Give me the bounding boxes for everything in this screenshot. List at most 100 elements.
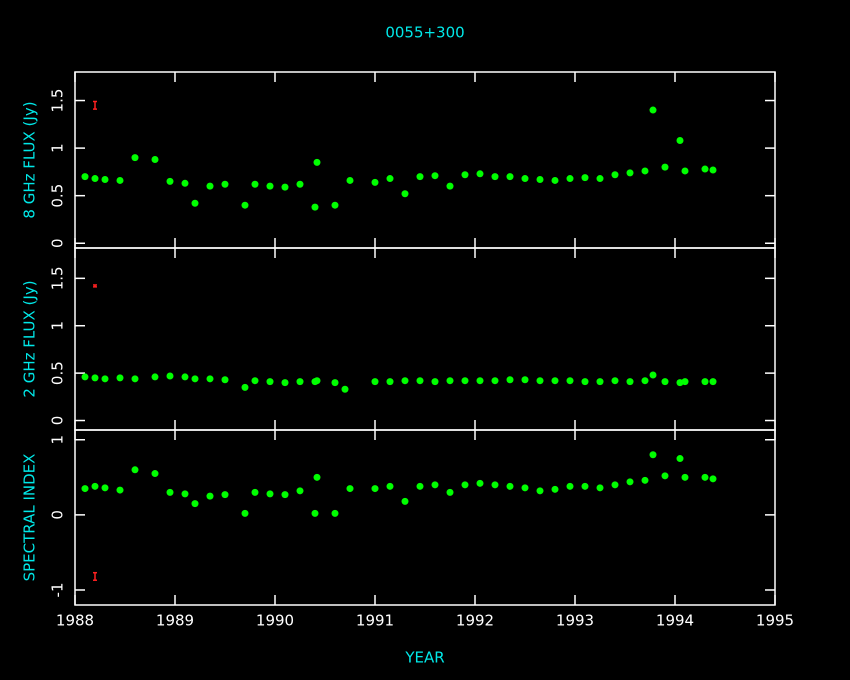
- data-point: [131, 375, 139, 383]
- data-point: [191, 199, 199, 207]
- y-axis-label: SPECTRAL INDEX: [21, 454, 39, 582]
- data-point: [681, 473, 689, 481]
- data-point: [649, 371, 657, 379]
- data-point: [506, 376, 514, 384]
- data-point: [676, 136, 684, 144]
- data-point: [461, 377, 469, 385]
- data-point: [701, 378, 709, 386]
- data-point: [151, 156, 159, 164]
- data-point: [491, 481, 499, 489]
- data-point: [181, 490, 189, 498]
- x-tick-label: 1994: [656, 612, 694, 630]
- data-point: [206, 182, 214, 190]
- data-point: [649, 451, 657, 459]
- x-tick-label: 1990: [256, 612, 294, 630]
- data-point: [709, 475, 717, 483]
- data-point: [401, 497, 409, 505]
- data-point: [416, 173, 424, 181]
- y-axis-label: 2 GHz FLUX (Jy): [21, 280, 39, 397]
- data-point: [81, 173, 89, 181]
- data-point: [101, 375, 109, 383]
- x-tick-label: 1993: [556, 612, 594, 630]
- data-point: [151, 373, 159, 381]
- data-point: [626, 378, 634, 386]
- y-axis-label: 8 GHz FLUX (Jy): [21, 101, 39, 218]
- data-point: [131, 154, 139, 162]
- data-point: [116, 176, 124, 184]
- y-tick-label: 0.5: [49, 184, 67, 208]
- y-tick-label: -1: [49, 582, 67, 597]
- panel-frame: [74, 71, 776, 249]
- data-point: [551, 485, 559, 493]
- data-point: [241, 201, 249, 209]
- error-bar: [93, 571, 97, 581]
- data-point: [331, 509, 339, 517]
- data-point: [221, 180, 229, 188]
- data-point: [476, 479, 484, 487]
- data-point: [386, 378, 394, 386]
- data-point: [241, 383, 249, 391]
- data-point: [266, 378, 274, 386]
- data-point: [461, 481, 469, 489]
- data-point: [566, 482, 574, 490]
- data-point: [221, 376, 229, 384]
- data-point: [206, 375, 214, 383]
- data-point: [521, 175, 529, 183]
- data-point: [266, 490, 274, 498]
- y-tick-label: 1.5: [49, 89, 67, 113]
- data-point: [341, 385, 349, 393]
- y-tick-label: 1: [49, 143, 67, 153]
- data-point: [446, 182, 454, 190]
- data-point: [661, 472, 669, 480]
- data-point: [641, 476, 649, 484]
- data-point: [461, 171, 469, 179]
- data-point: [386, 482, 394, 490]
- data-point: [91, 482, 99, 490]
- data-point: [166, 372, 174, 380]
- panel-frame: [74, 429, 776, 606]
- data-point: [386, 175, 394, 183]
- data-point: [191, 375, 199, 383]
- data-point: [626, 169, 634, 177]
- data-point: [281, 379, 289, 387]
- x-tick-label: 1992: [456, 612, 494, 630]
- data-point: [346, 176, 354, 184]
- y-tick-label: 0: [49, 238, 67, 248]
- data-point: [401, 377, 409, 385]
- data-point: [313, 377, 321, 385]
- data-point: [521, 376, 529, 384]
- data-point: [81, 373, 89, 381]
- data-point: [551, 377, 559, 385]
- data-point: [116, 374, 124, 382]
- data-point: [536, 377, 544, 385]
- data-point: [331, 379, 339, 387]
- y-tick-label: 1.5: [49, 266, 67, 290]
- data-point: [181, 179, 189, 187]
- data-point: [521, 484, 529, 492]
- data-point: [681, 378, 689, 386]
- data-point: [296, 487, 304, 495]
- x-tick-label: 1995: [756, 612, 794, 630]
- x-axis-label: YEAR: [404, 649, 444, 667]
- y-tick-label: 1: [49, 435, 67, 445]
- data-point: [701, 165, 709, 173]
- data-point: [101, 176, 109, 184]
- data-point: [313, 473, 321, 481]
- data-point: [131, 466, 139, 474]
- data-point: [476, 170, 484, 178]
- chart-title: 0055+300: [385, 24, 464, 42]
- data-point: [476, 377, 484, 385]
- data-point: [251, 377, 259, 385]
- data-point: [281, 183, 289, 191]
- data-point: [446, 377, 454, 385]
- data-point: [649, 106, 657, 114]
- data-point: [371, 178, 379, 186]
- data-point: [596, 378, 604, 386]
- data-point: [221, 491, 229, 499]
- data-point: [91, 374, 99, 382]
- y-tick-label: 0: [49, 510, 67, 520]
- data-point: [81, 485, 89, 493]
- data-point: [681, 167, 689, 175]
- data-point: [536, 176, 544, 184]
